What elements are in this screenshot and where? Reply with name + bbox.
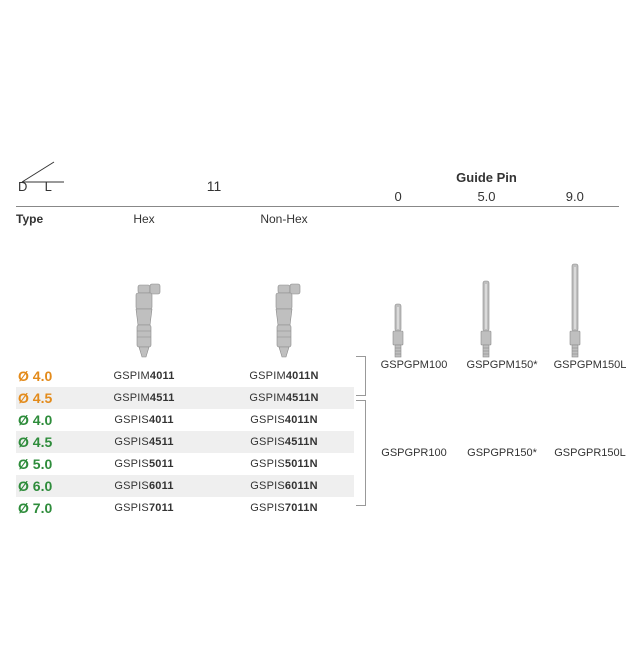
- sku-guide-pin: GSPGPR100: [370, 447, 458, 459]
- sku-hex: GSPIM4511: [74, 392, 214, 404]
- table-row: Ø 5.0 GSPIS5011 GSPIS5011N: [16, 453, 354, 475]
- header-gp-5: 5.0: [442, 189, 530, 206]
- sku-hex: GSPIM4011: [74, 370, 214, 382]
- sku-nonhex: GSPIS6011N: [214, 480, 354, 492]
- sku-guide-pin: GSPGPM100: [370, 359, 458, 371]
- dl-diagram-icon: [16, 160, 66, 188]
- header-nonhex: Non-Hex: [214, 210, 354, 226]
- sku-nonhex: GSPIM4511N: [214, 392, 354, 404]
- bracket-mini: [356, 356, 366, 396]
- product-image-gp-5: [442, 239, 530, 359]
- header-guide-pin: Guide Pin: [354, 170, 619, 186]
- sku-guide-pin: GSPGPR150L: [546, 447, 634, 459]
- sku-guide-pin: GSPGPM150*: [458, 359, 546, 371]
- product-image-nonhex: [214, 239, 354, 359]
- header-gp-9: 9.0: [531, 189, 619, 206]
- sku-nonhex: GSPIS5011N: [214, 458, 354, 470]
- product-image-hex: [74, 239, 214, 359]
- table-row: Ø 4.5 GSPIS4511 GSPIS4511N: [16, 431, 354, 453]
- header-size-11: 11: [74, 178, 354, 196]
- diameter-label: Ø 4.0: [16, 368, 74, 384]
- diameter-label: Ø 4.5: [16, 434, 74, 450]
- guide-pin-row-m: GSPGPM100GSPGPM150*GSPGPM150L: [370, 354, 634, 376]
- sku-hex: GSPIS5011: [74, 458, 214, 470]
- sku-nonhex: GSPIS4011N: [214, 414, 354, 426]
- diameter-label: Ø 4.5: [16, 390, 74, 406]
- product-image-gp-9: [531, 239, 619, 359]
- table-row: Ø 4.0 GSPIS4011 GSPIS4011N: [16, 409, 354, 431]
- header-hex: Hex: [74, 210, 214, 226]
- table-row: Ø 6.0 GSPIS6011 GSPIS6011N: [16, 475, 354, 497]
- diameter-label: Ø 7.0: [16, 500, 74, 516]
- product-image-gp-0: [354, 239, 442, 359]
- bracket-regular: [356, 400, 366, 506]
- diameter-label: Ø 4.0: [16, 412, 74, 428]
- table-row: Ø 7.0 GSPIS7011 GSPIS7011N: [16, 497, 354, 519]
- sku-hex: GSPIS4511: [74, 436, 214, 448]
- header-gp-0: 0: [354, 189, 442, 206]
- guide-pin-row-r: GSPGPR100GSPGPR150*GSPGPR150L: [370, 442, 634, 464]
- sku-nonhex: GSPIM4011N: [214, 370, 354, 382]
- sku-nonhex: GSPIS7011N: [214, 502, 354, 514]
- sku-guide-pin: GSPGPR150*: [458, 447, 546, 459]
- sku-hex: GSPIS6011: [74, 480, 214, 492]
- header-type: Type: [16, 210, 74, 226]
- diameter-label: Ø 5.0: [16, 456, 74, 472]
- diameter-label: Ø 6.0: [16, 478, 74, 494]
- sku-guide-pin: GSPGPM150L: [546, 359, 634, 371]
- catalog-table: D L 11 Guide Pin 0 5.0 9.0 Type Hex Non-…: [16, 170, 619, 519]
- sku-hex: GSPIS4011: [74, 414, 214, 426]
- table-row: Ø 4.0 GSPIM4011 GSPIM4011N: [16, 365, 354, 387]
- table-row: Ø 4.5 GSPIM4511 GSPIM4511N: [16, 387, 354, 409]
- sku-nonhex: GSPIS4511N: [214, 436, 354, 448]
- sku-hex: GSPIS7011: [74, 502, 214, 514]
